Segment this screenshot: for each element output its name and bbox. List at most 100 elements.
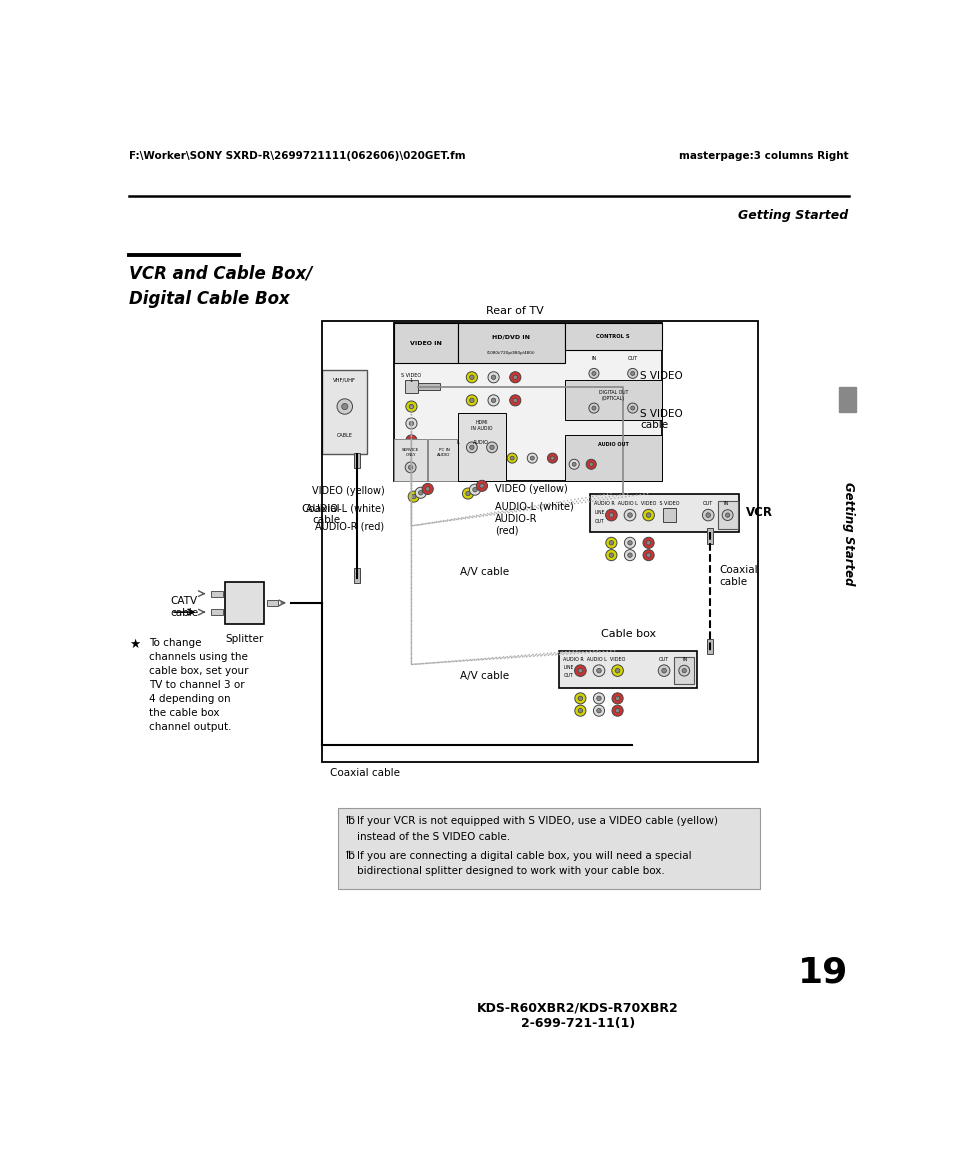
Circle shape <box>605 510 617 521</box>
Circle shape <box>627 513 632 518</box>
Circle shape <box>415 487 426 498</box>
Bar <box>418 384 439 390</box>
Circle shape <box>574 664 585 676</box>
Circle shape <box>469 398 474 403</box>
Circle shape <box>409 421 414 426</box>
Text: DIGITAL OUT
(OPTICAL): DIGITAL OUT (OPTICAL) <box>598 390 627 402</box>
Bar <box>212 609 223 615</box>
Circle shape <box>509 372 520 383</box>
Circle shape <box>612 706 622 716</box>
Circle shape <box>630 406 634 410</box>
Circle shape <box>411 494 416 499</box>
Circle shape <box>405 418 416 429</box>
Circle shape <box>705 513 710 518</box>
Text: VHF/UHF: VHF/UHF <box>333 378 355 383</box>
Text: 2-699-721-11(1): 2-699-721-11(1) <box>520 1017 634 1031</box>
Circle shape <box>465 492 470 495</box>
Circle shape <box>409 404 414 409</box>
Circle shape <box>679 666 689 676</box>
Text: masterpage:3 columns Right: masterpage:3 columns Right <box>679 151 847 161</box>
Circle shape <box>418 491 422 495</box>
Circle shape <box>530 457 534 460</box>
Circle shape <box>642 510 654 521</box>
Text: Cable box: Cable box <box>600 629 656 639</box>
Text: AUDIO-L (white): AUDIO-L (white) <box>495 501 574 512</box>
Circle shape <box>646 540 650 545</box>
Circle shape <box>578 708 582 713</box>
Text: AUDIO-R (red): AUDIO-R (red) <box>314 521 384 532</box>
Circle shape <box>509 394 520 406</box>
Circle shape <box>593 693 604 704</box>
Bar <box>706 528 712 544</box>
Circle shape <box>661 668 666 673</box>
Circle shape <box>527 453 537 463</box>
Circle shape <box>623 510 635 521</box>
Text: S VIDEO: S VIDEO <box>639 371 682 380</box>
Text: CONTROL S: CONTROL S <box>596 335 630 339</box>
Text: bidirectional splitter designed to work with your cable box.: bidirectional splitter designed to work … <box>356 866 664 876</box>
Circle shape <box>408 465 413 470</box>
Text: Getting Started: Getting Started <box>841 481 854 586</box>
Circle shape <box>469 375 474 379</box>
Text: Rear of TV: Rear of TV <box>485 306 543 317</box>
Text: If you are connecting a digital cable box, you will need a special: If you are connecting a digital cable bo… <box>356 851 691 861</box>
Text: ★: ★ <box>130 637 140 650</box>
Circle shape <box>605 549 617 561</box>
Circle shape <box>624 538 635 548</box>
Circle shape <box>611 664 622 676</box>
Circle shape <box>421 484 433 494</box>
Circle shape <box>585 459 596 470</box>
Text: CATV
cable: CATV cable <box>170 596 198 618</box>
Bar <box>717 501 737 529</box>
Text: S VIDEO
1: S VIDEO 1 <box>401 372 421 384</box>
Text: VCR: VCR <box>744 506 772 519</box>
Bar <box>564 323 661 350</box>
Text: HDMI
IN AUDIO: HDMI IN AUDIO <box>471 420 492 431</box>
Bar <box>564 379 661 419</box>
Circle shape <box>588 403 598 413</box>
Circle shape <box>466 441 476 453</box>
Text: AUDIO-L (white): AUDIO-L (white) <box>305 504 384 514</box>
Bar <box>661 508 676 522</box>
Text: Coaxial
cable: Coaxial cable <box>301 504 340 525</box>
Circle shape <box>405 434 416 446</box>
Text: A/V cable: A/V cable <box>460 672 509 681</box>
Text: Splitter: Splitter <box>226 634 264 645</box>
Text: SERVICE
ONLY: SERVICE ONLY <box>401 448 419 457</box>
Circle shape <box>575 706 585 716</box>
Bar <box>212 591 223 596</box>
Text: Coaxial
cable: Coaxial cable <box>719 565 757 587</box>
Text: OUT: OUT <box>562 673 573 677</box>
Text: VIDEO IN: VIDEO IN <box>410 340 441 346</box>
Circle shape <box>578 668 582 673</box>
Bar <box>322 321 757 762</box>
Circle shape <box>491 375 496 379</box>
Circle shape <box>658 664 669 676</box>
Circle shape <box>466 372 476 383</box>
Circle shape <box>605 538 617 548</box>
Text: ℔: ℔ <box>345 816 355 826</box>
Circle shape <box>591 371 596 376</box>
Circle shape <box>724 513 729 518</box>
Text: KDS-R60XBR2/KDS-R70XBR2: KDS-R60XBR2/KDS-R70XBR2 <box>476 1001 678 1014</box>
Circle shape <box>593 664 604 676</box>
Circle shape <box>469 484 480 495</box>
Circle shape <box>510 457 514 460</box>
Circle shape <box>462 488 473 499</box>
Bar <box>394 323 457 364</box>
Circle shape <box>578 696 582 701</box>
Bar <box>457 323 564 364</box>
Circle shape <box>488 394 498 406</box>
Text: LINE: LINE <box>594 511 604 515</box>
Circle shape <box>513 375 517 379</box>
Bar <box>674 656 694 684</box>
Circle shape <box>572 463 576 466</box>
Circle shape <box>589 463 593 466</box>
Circle shape <box>408 491 419 502</box>
Circle shape <box>575 693 585 704</box>
Circle shape <box>630 371 634 376</box>
Circle shape <box>615 696 619 701</box>
Text: instead of the S VIDEO cable.: instead of the S VIDEO cable. <box>356 831 510 842</box>
Text: OUT: OUT <box>659 656 668 662</box>
Bar <box>354 568 360 583</box>
